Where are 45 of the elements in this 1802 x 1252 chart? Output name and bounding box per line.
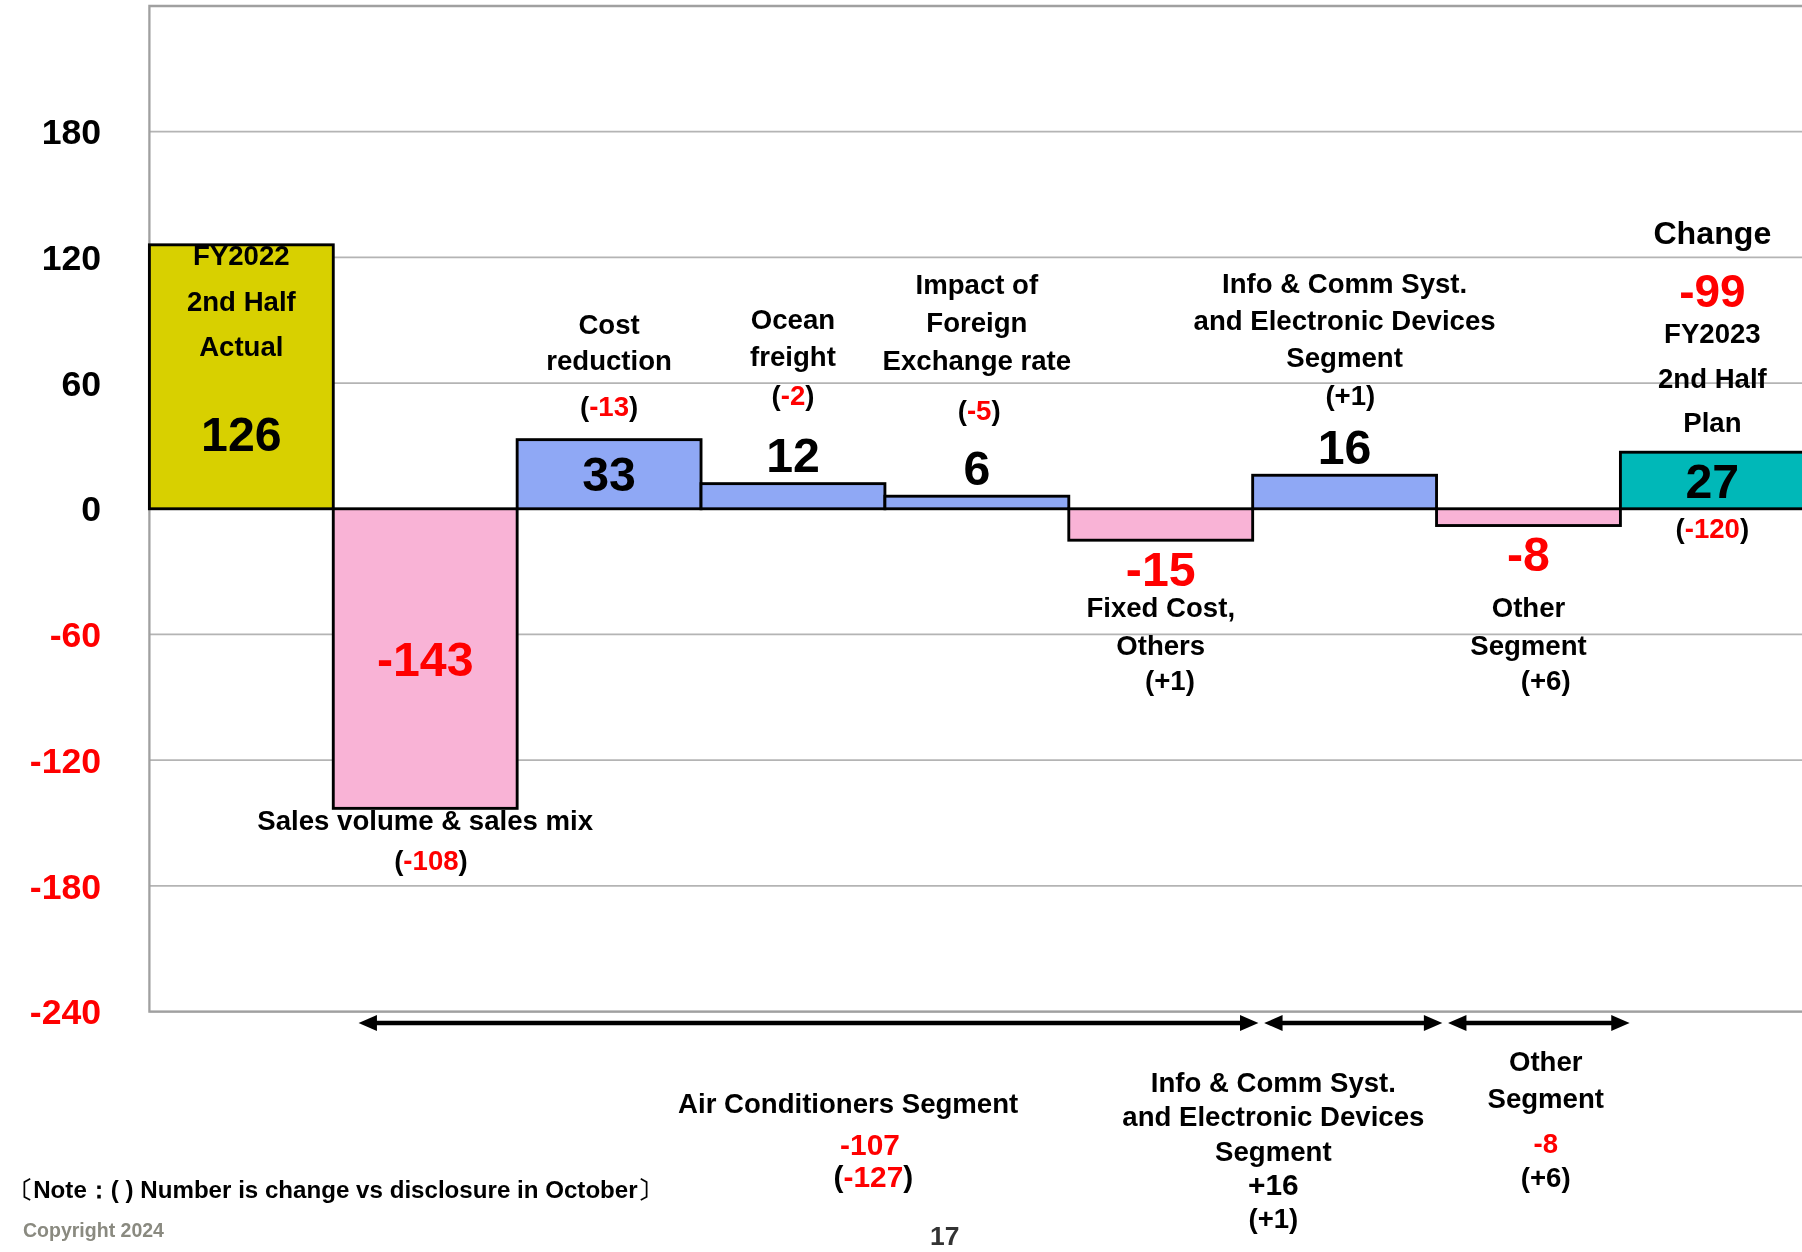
x-tick-label: FY2022 2nd Half Actual — [186, 239, 297, 363]
data-label: 27 — [1685, 453, 1740, 508]
y-tick-label: -120 — [29, 740, 102, 781]
text: (+1) — [1248, 1202, 1299, 1234]
data-label: -143 — [376, 631, 474, 686]
text: -107 — [840, 1128, 900, 1162]
text: 〔Note：( ) Number is change vs disclosure in October〕 — [9, 1175, 662, 1203]
y-tick-label: -240 — [29, 992, 102, 1033]
data-label: 6 — [963, 440, 991, 495]
annotation: (-13) — [579, 391, 639, 423]
annotation: (-120) — [1675, 513, 1750, 545]
data-label: 33 — [582, 447, 636, 502]
text: Info & Comm Syst. and Electronic Devices Segment — [1122, 1067, 1425, 1167]
y-tick-label: 0 — [81, 489, 102, 530]
y-tick-label: 60 — [61, 363, 102, 404]
text: (+6) — [1520, 1162, 1571, 1194]
annotation: (-2) — [771, 379, 815, 411]
y-tick-label: -180 — [29, 866, 102, 907]
x-tick-label: Impact of Foreign Exchange rate — [882, 269, 1072, 377]
x-tick-label: Cost reduction — [546, 308, 672, 377]
y-tick-label: -60 — [49, 615, 102, 656]
annotation: (+6) — [1520, 664, 1571, 696]
text: -8 — [1533, 1127, 1558, 1159]
data-label: 16 — [1317, 419, 1372, 474]
annotation: Change — [1653, 214, 1772, 251]
x-tick-label: FY2023 2nd Half Plan — [1657, 317, 1768, 439]
text: +16 — [1248, 1168, 1299, 1202]
x-tick-label: Info & Comm Syst. and Electronic Devices Segment — [1193, 268, 1496, 373]
x-tick-label: Ocean freight — [750, 303, 836, 372]
text: Copyright 2024 — [22, 1218, 165, 1241]
text: Air Conditioners Segment — [678, 1087, 1019, 1119]
annotation: (+1) — [1145, 664, 1195, 696]
data-label: -8 — [1507, 527, 1550, 582]
x-tick-label: Sales volume & sales mix — [257, 804, 594, 836]
text: Other Segment — [1487, 1046, 1604, 1115]
annotation: (-5) — [957, 394, 1001, 426]
y-tick-label: 180 — [41, 112, 102, 153]
text: 17 — [929, 1220, 960, 1251]
text: (-127) — [833, 1160, 914, 1194]
annotation: -99 — [1679, 265, 1746, 318]
y-tick-label: 120 — [41, 238, 102, 279]
data-label: 12 — [766, 428, 820, 483]
data-label: 126 — [201, 407, 282, 462]
annotation: (+1) — [1325, 379, 1376, 411]
annotation: (-108) — [394, 845, 468, 877]
